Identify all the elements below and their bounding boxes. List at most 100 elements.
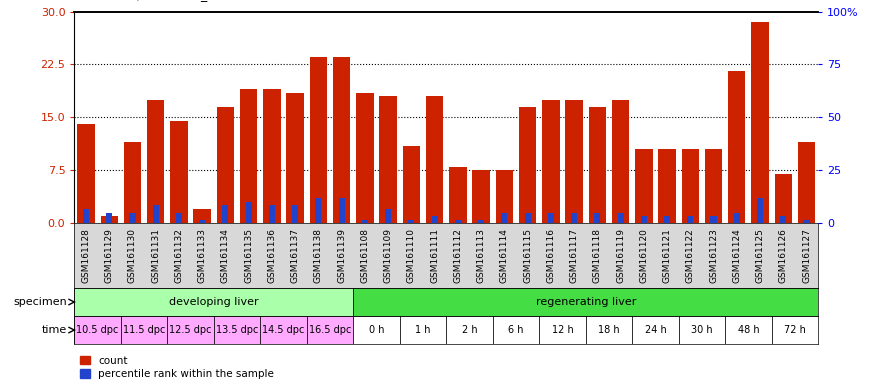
Text: specimen: specimen bbox=[13, 297, 67, 307]
Bar bbox=[362, 220, 368, 223]
Text: GSM161121: GSM161121 bbox=[662, 228, 671, 283]
Bar bbox=[83, 209, 89, 223]
Text: 13.5 dpc: 13.5 dpc bbox=[216, 325, 258, 335]
Bar bbox=[261, 316, 307, 344]
Text: GSM161122: GSM161122 bbox=[686, 228, 695, 283]
Bar bbox=[772, 316, 818, 344]
Bar bbox=[176, 212, 182, 223]
Text: 72 h: 72 h bbox=[784, 325, 806, 335]
Bar bbox=[193, 209, 211, 223]
Bar bbox=[263, 89, 281, 223]
Bar bbox=[101, 216, 118, 223]
Bar bbox=[217, 107, 234, 223]
Text: developing liver: developing liver bbox=[169, 297, 259, 307]
Bar bbox=[171, 121, 187, 223]
Bar bbox=[286, 93, 304, 223]
Bar bbox=[269, 205, 275, 223]
Bar bbox=[214, 316, 261, 344]
Legend: count, percentile rank within the sample: count, percentile rank within the sample bbox=[80, 356, 274, 379]
Bar bbox=[679, 316, 725, 344]
Text: GSM161108: GSM161108 bbox=[360, 228, 369, 283]
Bar bbox=[167, 316, 214, 344]
Bar bbox=[426, 96, 444, 223]
Text: 11.5 dpc: 11.5 dpc bbox=[123, 325, 165, 335]
Text: GSM161132: GSM161132 bbox=[174, 228, 184, 283]
Bar bbox=[493, 316, 539, 344]
Bar bbox=[542, 100, 559, 223]
Text: GSM161118: GSM161118 bbox=[593, 228, 602, 283]
Bar bbox=[571, 212, 578, 223]
Bar bbox=[380, 96, 397, 223]
Bar bbox=[618, 212, 624, 223]
Bar bbox=[501, 212, 507, 223]
Bar bbox=[640, 216, 647, 223]
Bar bbox=[585, 316, 632, 344]
Bar bbox=[473, 170, 490, 223]
Bar bbox=[240, 89, 257, 223]
Text: regenerating liver: regenerating liver bbox=[536, 297, 636, 307]
Text: GSM161109: GSM161109 bbox=[383, 228, 393, 283]
Bar bbox=[409, 220, 415, 223]
Bar bbox=[74, 316, 121, 344]
Text: GSM161138: GSM161138 bbox=[314, 228, 323, 283]
Bar bbox=[74, 288, 354, 316]
Bar bbox=[682, 149, 699, 223]
Text: GSM161116: GSM161116 bbox=[546, 228, 556, 283]
Bar bbox=[495, 170, 513, 223]
Text: GSM161125: GSM161125 bbox=[755, 228, 765, 283]
Bar bbox=[539, 316, 585, 344]
Text: GSM161124: GSM161124 bbox=[732, 228, 741, 283]
Text: GSM161120: GSM161120 bbox=[640, 228, 648, 283]
Bar bbox=[798, 142, 816, 223]
Bar bbox=[524, 212, 530, 223]
Bar bbox=[734, 212, 740, 223]
Bar bbox=[121, 316, 167, 344]
Text: GSM161135: GSM161135 bbox=[244, 228, 253, 283]
Text: 30 h: 30 h bbox=[691, 325, 713, 335]
Bar bbox=[400, 316, 446, 344]
Bar bbox=[728, 71, 746, 223]
Bar bbox=[687, 216, 693, 223]
Bar bbox=[315, 199, 321, 223]
Bar bbox=[222, 205, 228, 223]
Bar bbox=[292, 205, 298, 223]
Text: GDS2577 / 1458181_at: GDS2577 / 1458181_at bbox=[74, 0, 220, 1]
Text: 6 h: 6 h bbox=[508, 325, 524, 335]
Bar bbox=[307, 316, 354, 344]
Text: GSM161110: GSM161110 bbox=[407, 228, 416, 283]
Bar bbox=[147, 100, 164, 223]
Bar bbox=[632, 316, 679, 344]
Bar bbox=[478, 220, 484, 223]
Text: GSM161123: GSM161123 bbox=[709, 228, 718, 283]
Text: 2 h: 2 h bbox=[462, 325, 477, 335]
Text: GSM161112: GSM161112 bbox=[453, 228, 462, 283]
Text: time: time bbox=[42, 325, 67, 335]
Text: GSM161115: GSM161115 bbox=[523, 228, 532, 283]
Bar bbox=[757, 199, 763, 223]
Text: GSM161126: GSM161126 bbox=[779, 228, 788, 283]
Text: 18 h: 18 h bbox=[598, 325, 619, 335]
Text: GSM161127: GSM161127 bbox=[802, 228, 811, 283]
Text: 12.5 dpc: 12.5 dpc bbox=[170, 325, 212, 335]
Text: GSM161139: GSM161139 bbox=[337, 228, 346, 283]
Bar bbox=[774, 174, 792, 223]
Bar bbox=[455, 220, 461, 223]
Bar bbox=[431, 216, 438, 223]
Bar bbox=[449, 167, 466, 223]
Text: GSM161134: GSM161134 bbox=[221, 228, 230, 283]
Bar bbox=[246, 202, 252, 223]
Text: 48 h: 48 h bbox=[738, 325, 760, 335]
Bar bbox=[658, 149, 676, 223]
Bar bbox=[803, 220, 809, 223]
Bar bbox=[548, 212, 554, 223]
Bar bbox=[152, 205, 158, 223]
Text: GSM161111: GSM161111 bbox=[430, 228, 439, 283]
Bar bbox=[594, 212, 600, 223]
Text: GSM161131: GSM161131 bbox=[151, 228, 160, 283]
Text: 10.5 dpc: 10.5 dpc bbox=[76, 325, 119, 335]
Bar bbox=[310, 57, 327, 223]
Text: GSM161114: GSM161114 bbox=[500, 228, 509, 283]
Text: 1 h: 1 h bbox=[416, 325, 430, 335]
Bar bbox=[123, 142, 141, 223]
Bar bbox=[519, 107, 536, 223]
